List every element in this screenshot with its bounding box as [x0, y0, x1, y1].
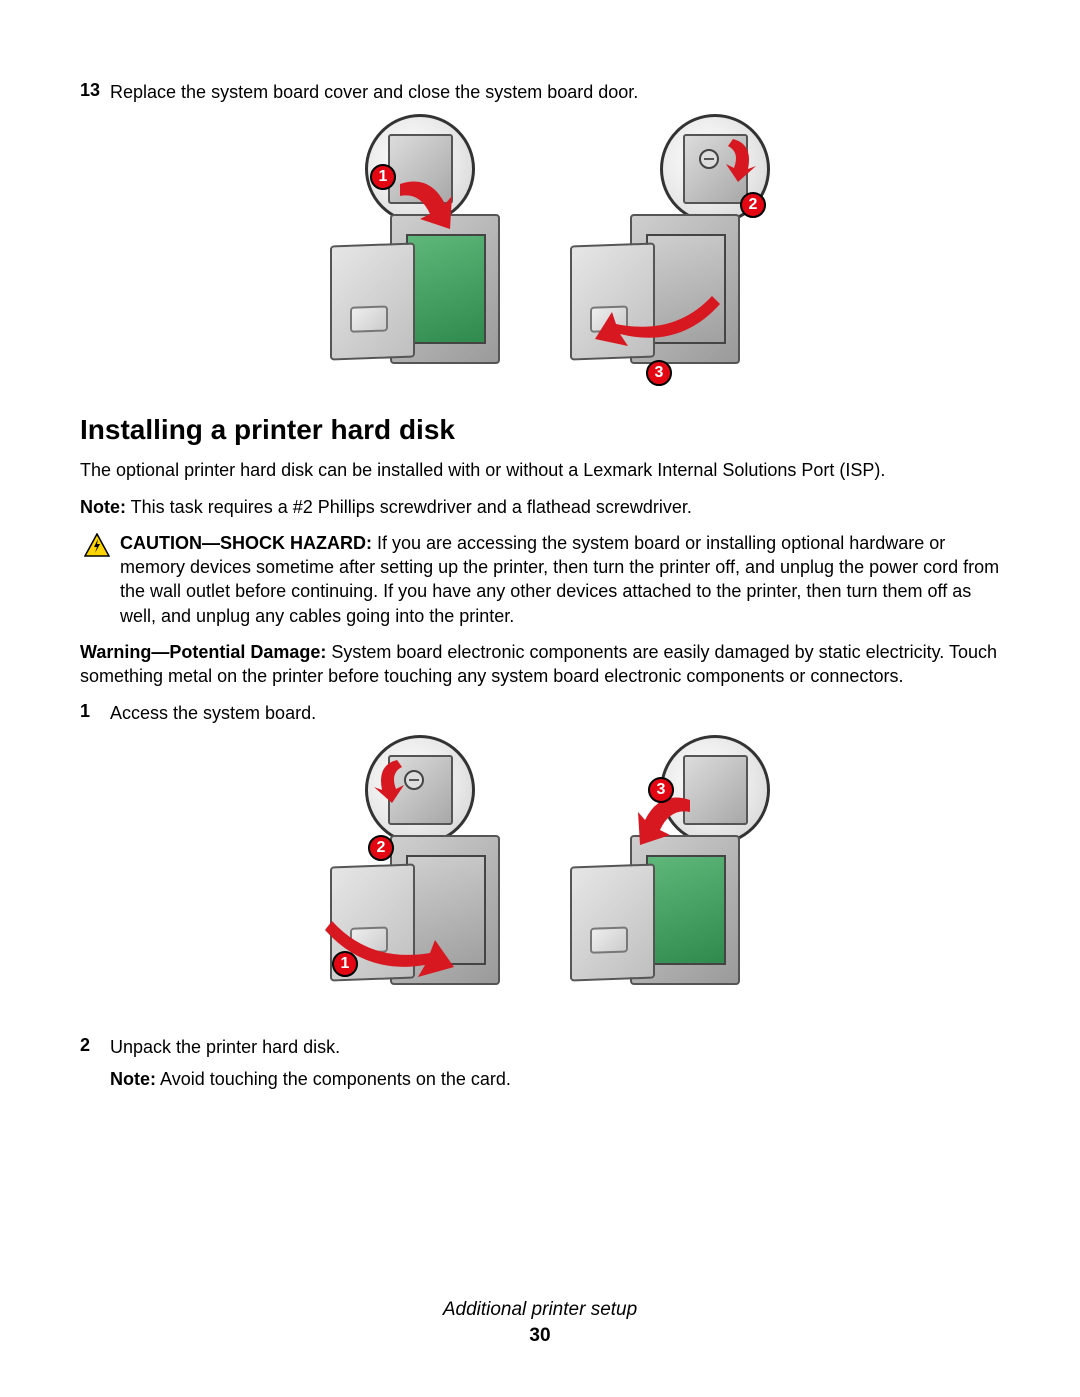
red-arrow-icon: [310, 915, 460, 985]
figure-open-door: 2 1: [310, 735, 530, 1005]
step-13-figures: 1 2 3: [80, 114, 1000, 384]
figure-close-door: 2 3: [550, 114, 770, 384]
red-arrow-icon: [590, 294, 730, 354]
step-2: 2 Unpack the printer hard disk.: [80, 1035, 1000, 1059]
callout-badge-3: 3: [646, 360, 672, 386]
shock-hazard-icon: [84, 533, 110, 557]
step-text: Replace the system board cover and close…: [110, 80, 1000, 104]
section-note: Note: This task requires a #2 Phillips s…: [80, 495, 1000, 519]
caution-label: CAUTION—SHOCK HAZARD:: [120, 533, 372, 553]
step-number: 1: [80, 701, 110, 725]
red-arrow-icon: [372, 755, 432, 805]
note-text: Avoid touching the components on the car…: [156, 1069, 511, 1089]
step-1-figures: 2 1 3: [80, 735, 1000, 1005]
callout-badge-2: 2: [740, 192, 766, 218]
figure-remove-cover: 3: [550, 735, 770, 1005]
footer-section-title: Additional printer setup: [0, 1299, 1080, 1321]
callout-badge-2: 2: [368, 835, 394, 861]
red-arrow-icon: [698, 134, 758, 184]
step-text: Access the system board.: [110, 701, 1000, 725]
note-label: Note:: [80, 497, 126, 517]
page-footer: Additional printer setup 30: [0, 1299, 1080, 1347]
step-number: 2: [80, 1035, 110, 1059]
step-text: Unpack the printer hard disk.: [110, 1035, 1000, 1059]
footer-page-number: 30: [0, 1325, 1080, 1347]
warning-label: Warning—Potential Damage:: [80, 642, 326, 662]
caution-block: CAUTION—SHOCK HAZARD: If you are accessi…: [80, 531, 1000, 628]
step-13: 13 Replace the system board cover and cl…: [80, 80, 1000, 104]
note-text: This task requires a #2 Phillips screwdr…: [126, 497, 692, 517]
figure-replace-cover: 1: [310, 114, 530, 384]
step-2-note: Note: Avoid touching the components on t…: [80, 1067, 1000, 1091]
step-1: 1 Access the system board.: [80, 701, 1000, 725]
callout-badge-1: 1: [332, 951, 358, 977]
step-number: 13: [80, 80, 110, 104]
callout-badge-3: 3: [648, 777, 674, 803]
note-label: Note:: [110, 1069, 156, 1089]
section-heading: Installing a printer hard disk: [80, 414, 1000, 446]
warning-block: Warning—Potential Damage: System board e…: [80, 640, 1000, 689]
section-intro: The optional printer hard disk can be in…: [80, 458, 1000, 482]
red-arrow-icon: [390, 174, 460, 244]
caution-text-block: CAUTION—SHOCK HAZARD: If you are accessi…: [120, 531, 1000, 628]
